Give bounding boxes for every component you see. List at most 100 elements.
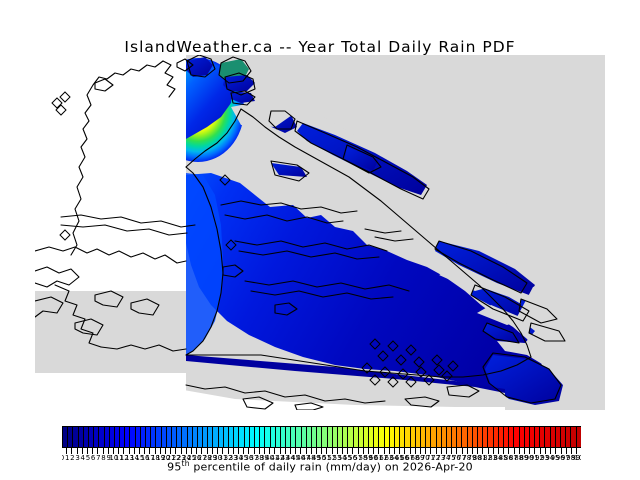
colorbar-tick-label: 69	[415, 454, 425, 462]
colorbar-tick	[72, 448, 78, 454]
map-panel[interactable]	[35, 55, 605, 410]
colorbar-cell	[301, 427, 307, 447]
colorbar-tick	[374, 448, 380, 454]
colorbar-tick	[181, 448, 187, 454]
colorbar-tick-label: 95	[550, 454, 560, 462]
colorbar-cell	[161, 427, 167, 447]
colorbar-tick-label: 63	[384, 454, 394, 462]
colorbar-tick	[431, 448, 437, 454]
colorbar-cell	[104, 427, 110, 447]
colorbar-tick	[129, 448, 135, 454]
colorbar-tick	[530, 448, 536, 454]
colorbar-tick-label: 62	[379, 454, 389, 462]
colorbar-tick	[358, 448, 364, 454]
colorbar-tick	[134, 448, 141, 454]
colorbar-tick	[171, 448, 177, 454]
land-mask-se-channel-2	[477, 305, 525, 325]
colorbar-cell	[83, 427, 89, 447]
colorbar-tick	[166, 448, 172, 454]
colorbar-cell	[566, 427, 572, 447]
colorbar-tick	[389, 448, 395, 454]
colorbar-tick	[436, 448, 442, 454]
colorbar-tick-label: 75	[446, 454, 456, 462]
colorbar-tick	[353, 448, 359, 454]
colorbar-cell	[197, 427, 204, 447]
colorbar-tick	[400, 448, 406, 454]
colorbar-tick-label: 55	[342, 454, 352, 462]
rain-field-east-inlet-1	[345, 147, 379, 171]
colorbar-tick	[212, 448, 219, 454]
station-marker	[379, 366, 391, 378]
colorbar-tick	[441, 448, 448, 454]
caption-ordinal-suffix: th	[181, 459, 190, 468]
colorbar-cell	[478, 427, 484, 447]
colorbar-tick-label: 94	[545, 454, 555, 462]
colorbar-tick-label: 47	[301, 454, 311, 462]
colorbar-tick	[457, 448, 463, 454]
station-marker	[59, 91, 71, 103]
colorbar-cell	[514, 427, 520, 447]
colorbar-tick	[192, 448, 198, 454]
station-marker	[447, 360, 459, 372]
colorbar-tick-label: 68	[410, 454, 420, 462]
colorbar-tick-label: 48	[306, 454, 316, 462]
colorbar-tick-label: 8	[101, 454, 106, 462]
caption-prefix: 95	[167, 460, 182, 474]
colorbar[interactable]: 0123456789101112131415161718192021222324…	[62, 426, 582, 462]
coastline-vectors	[35, 55, 566, 410]
station-marker	[433, 364, 445, 376]
colorbar-tick	[249, 448, 255, 454]
colorbar-tick	[160, 448, 167, 454]
colorbar-tick-label: 17	[145, 454, 155, 462]
colorbar-cell	[415, 427, 421, 447]
colorbar-tick-label: 81	[477, 454, 487, 462]
colorbar-cell	[280, 427, 287, 447]
colorbar-tick-label: 59	[363, 454, 373, 462]
colorbar-tick-label: 18	[150, 454, 160, 462]
colorbar-tick	[238, 448, 245, 454]
colorbar-tick-label: 53	[332, 454, 342, 462]
colorbar-cell	[312, 427, 318, 447]
colorbar-tick-label: 23	[176, 454, 186, 462]
colorbar-cell	[540, 427, 546, 447]
station-marker	[405, 376, 417, 388]
station-markers[interactable]	[51, 91, 459, 388]
colorbar-tick-label: 31	[218, 454, 228, 462]
colorbar-tick-label: 3	[75, 454, 80, 462]
colorbar-tick-label: 96	[555, 454, 565, 462]
colorbar-cell	[441, 427, 447, 447]
colorbar-tick-label: 1	[64, 454, 70, 462]
colorbar-tick	[483, 448, 489, 454]
colorbar-tick-label: 64	[389, 454, 399, 462]
colorbar-tick-label: 74	[441, 454, 451, 462]
colorbar-cell	[286, 427, 292, 447]
colorbar-tick-label: 20	[161, 454, 171, 462]
colorbar-cell	[218, 427, 224, 447]
colorbar-tick	[306, 448, 312, 454]
colorbar-cell	[374, 427, 380, 447]
colorbar-tick	[316, 448, 323, 454]
colorbar-gradient	[62, 426, 581, 448]
rain-field-east-inlet-2	[271, 163, 307, 177]
colorbar-tick-label: 4	[80, 454, 85, 462]
station-marker	[369, 338, 381, 350]
colorbar-cell	[431, 427, 437, 447]
colorbar-cell	[229, 427, 235, 447]
colorbar-cell	[472, 427, 478, 447]
colorbar-cell	[88, 427, 95, 447]
colorbar-tick	[426, 448, 432, 454]
colorbar-tick-label: 100	[574, 454, 581, 462]
colorbar-tick-label: 43	[280, 454, 290, 462]
colorbar-tick-label: 83	[488, 454, 498, 462]
colorbar-tick-label: 92	[535, 454, 544, 462]
colorbar-cell	[114, 427, 121, 447]
colorbar-cell	[369, 427, 375, 447]
station-marker	[225, 239, 237, 251]
colorbar-tick	[155, 448, 161, 454]
colorbar-tick	[311, 448, 317, 454]
colorbar-tick-label: 44	[285, 454, 295, 462]
station-marker	[431, 354, 443, 366]
station-marker	[51, 97, 63, 109]
colorbar-cell	[457, 427, 463, 447]
rain-field-north-island-3	[223, 75, 255, 91]
